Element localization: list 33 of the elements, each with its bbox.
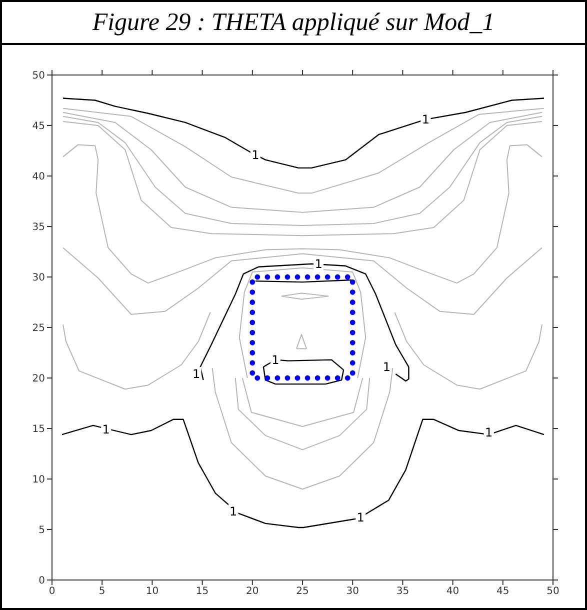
x-tick-label: 30	[346, 586, 359, 598]
y-tick-label: 10	[32, 474, 45, 486]
y-tick-label: 15	[32, 424, 45, 436]
y-tick-label: 25	[32, 323, 45, 334]
annotation: 1	[356, 510, 364, 524]
y-tick-label: 5	[38, 525, 45, 536]
x-tick-label: 50	[546, 586, 560, 598]
x-tick-label: 40	[446, 586, 460, 598]
x-tick-label: 20	[246, 586, 259, 598]
annotation: 1	[485, 426, 493, 440]
annotation: 1	[192, 366, 200, 381]
y-tick-label: 0	[38, 576, 45, 587]
y-tick-label: 45	[32, 121, 45, 132]
x-tick-label: 15	[196, 586, 209, 598]
y-tick-label: 30	[32, 272, 45, 284]
annotation: 1	[382, 360, 390, 374]
y-tick-label: 50	[32, 70, 45, 82]
annotation: 1	[314, 256, 322, 271]
x-tick-label: 25	[296, 586, 309, 598]
y-tick-label: 40	[32, 172, 45, 183]
annotation: 1	[252, 148, 260, 162]
annotation: 1	[272, 352, 280, 367]
x-tick-label: 10	[146, 586, 159, 598]
x-tick-label: 0	[48, 586, 56, 598]
annotation: 1	[230, 504, 238, 518]
x-tick-label: 45	[496, 586, 510, 598]
chart-title: Figure 29 : THETA appliqué sur Mod_1	[2, 2, 585, 45]
annotation: 1	[422, 112, 430, 126]
y-tick-label: 35	[32, 222, 45, 234]
x-tick-label: 5	[98, 586, 106, 598]
y-tick-label: 20	[32, 374, 45, 385]
annotation: 1	[102, 422, 110, 437]
x-tick-label: 35	[396, 586, 410, 598]
